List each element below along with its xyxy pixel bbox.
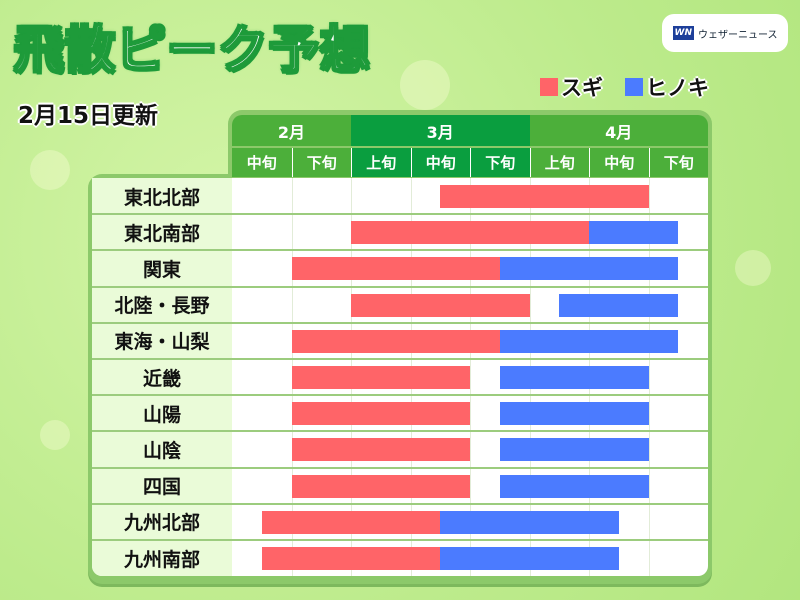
bar-sugi [291, 257, 500, 281]
row-divider [92, 285, 708, 288]
period-header: 中旬 [410, 148, 470, 177]
region-label: 九州北部 [92, 503, 232, 540]
bokeh-decoration [735, 250, 771, 286]
bar-sugi [291, 474, 470, 498]
legend-label: ヒノキ [646, 76, 709, 100]
bar-hinoki [589, 221, 679, 245]
period-header: 中旬 [232, 148, 292, 177]
grid-line [648, 178, 650, 576]
region-label: 四国 [92, 467, 232, 504]
bar-sugi [291, 402, 470, 426]
bar-hinoki [499, 329, 679, 353]
bar-hinoki [499, 474, 649, 498]
legend-sugi: スギ [540, 72, 603, 102]
bokeh-decoration [40, 420, 70, 450]
legend-swatch-hinoki [625, 78, 643, 96]
month-header: 4月 [529, 115, 708, 146]
period-header: 上旬 [529, 148, 589, 177]
chart-body: 東北北部 東北南部 関東 北陸・長野 東海・山梨 近畿 山陽 山陰 四国 九州北部 九州南部 [92, 178, 708, 576]
bar-hinoki [499, 402, 649, 426]
bokeh-decoration [400, 60, 450, 110]
bar-hinoki [499, 257, 679, 281]
period-header: 下旬 [291, 148, 351, 177]
legend-swatch-sugi [540, 78, 558, 96]
bar-sugi [440, 185, 649, 208]
legend: スギ ヒノキ [540, 72, 709, 102]
region-label: 北陸・長野 [92, 286, 232, 323]
bar-sugi [261, 510, 441, 534]
bar-hinoki [499, 438, 649, 462]
logo-text: ウェザーニュース [697, 29, 778, 41]
update-date: 2月15日更新 [18, 103, 159, 129]
region-label: 関東 [92, 250, 232, 287]
region-label: 東北北部 [92, 178, 232, 215]
region-label: 山陰 [92, 431, 232, 468]
period-header: 中旬 [589, 148, 649, 177]
bar-hinoki [499, 366, 649, 389]
legend-hinoki: ヒノキ [625, 72, 709, 102]
row-divider [92, 321, 708, 324]
row-divider [92, 466, 708, 469]
region-label: 東北南部 [92, 214, 232, 251]
period-header: 下旬 [470, 148, 530, 177]
bar-sugi [291, 366, 470, 389]
month-header: 2月 [232, 115, 351, 146]
row-divider [92, 358, 708, 360]
region-label: 東海・山梨 [92, 322, 232, 359]
row-divider [92, 539, 708, 541]
bar-hinoki [440, 510, 619, 534]
bar-sugi [351, 293, 530, 317]
period-header: 下旬 [648, 148, 708, 177]
weathernews-logo: WN ウェザーニュース [662, 14, 788, 52]
bar-sugi [351, 221, 589, 245]
logo-mark: WN [672, 26, 694, 40]
row-divider [92, 502, 708, 505]
bar-sugi [261, 547, 441, 570]
row-divider [92, 249, 708, 252]
month-header: 3月 [351, 115, 530, 146]
bar-hinoki [440, 547, 619, 570]
row-divider [92, 213, 708, 216]
grid-line [470, 178, 471, 576]
page-title: 飛散ピーク予想 [13, 20, 371, 80]
legend-label: スギ [561, 76, 603, 100]
region-label: 山陽 [92, 395, 232, 432]
period-header: 上旬 [351, 148, 411, 177]
bar-sugi [291, 438, 470, 462]
bar-hinoki [559, 293, 679, 317]
row-divider [92, 394, 708, 397]
row-divider [92, 430, 708, 433]
region-label: 近畿 [92, 359, 232, 396]
region-label: 九州南部 [92, 540, 232, 576]
bokeh-decoration [30, 150, 70, 190]
bar-sugi [291, 329, 500, 353]
